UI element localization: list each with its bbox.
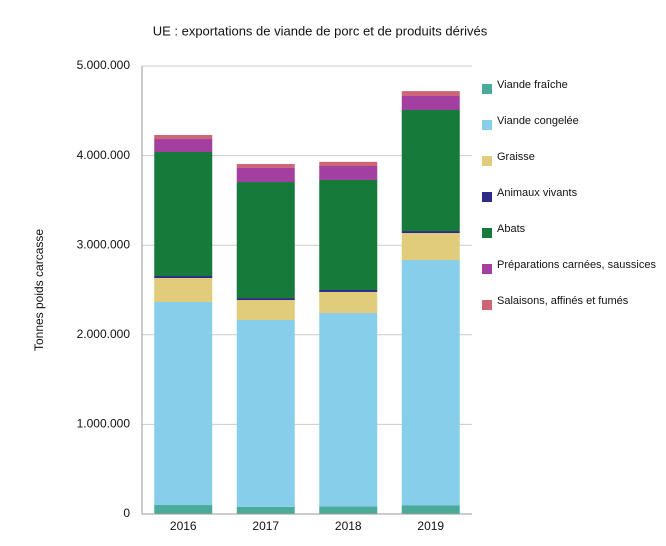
bar-segment: [401, 231, 460, 234]
bar-segment: [319, 290, 378, 292]
y-tick-label: 1.000.000: [77, 417, 131, 431]
y-tick-label: 3.000.000: [77, 237, 131, 251]
legend-label: Viande fraîche: [497, 79, 568, 91]
bar-segment: [401, 505, 460, 514]
bar-segment: [236, 164, 295, 168]
bar-segment: [401, 259, 460, 506]
bar-segment: [319, 161, 378, 166]
legend-swatch: [482, 156, 492, 166]
legend-label: Viande congelée: [497, 115, 579, 127]
bar-segment: [154, 302, 213, 506]
bar-segment: [401, 96, 460, 110]
bar-segment: [319, 179, 378, 290]
bar-segment: [154, 152, 213, 277]
legend-label: Animaux vivants: [497, 187, 578, 199]
bar-segment: [319, 313, 378, 507]
bar-segment: [319, 165, 378, 180]
bar-segment: [401, 109, 460, 232]
bar-segment: [154, 505, 213, 514]
chart-title: UE : exportations de viande de porc et d…: [153, 23, 488, 38]
x-tick-label: 2017: [252, 519, 279, 533]
y-tick-label: 5.000.000: [77, 58, 131, 72]
legend-swatch: [482, 228, 492, 238]
legend-swatch: [482, 84, 492, 94]
bar-segment: [236, 182, 295, 299]
bar-segment: [154, 277, 213, 303]
bar-segment: [401, 91, 460, 97]
bar-segment: [236, 300, 295, 321]
bar-segment: [154, 134, 213, 140]
bar-segment: [319, 291, 378, 314]
bar-segment: [319, 506, 378, 514]
bar-segment: [236, 298, 295, 301]
legend-swatch: [482, 300, 492, 310]
bar-segment: [154, 139, 213, 153]
legend-swatch: [482, 192, 492, 202]
legend-swatch: [482, 264, 492, 274]
x-tick-label: 2018: [335, 519, 362, 533]
bar-segment: [236, 167, 295, 183]
bar-segment: [401, 233, 460, 260]
legend-label: Graisse: [497, 151, 535, 163]
x-tick-label: 2019: [417, 519, 444, 533]
y-tick-label: 2.000.000: [77, 327, 131, 341]
bar-segment: [154, 276, 213, 278]
y-tick-label: 4.000.000: [77, 148, 131, 162]
bar-segment: [236, 320, 295, 507]
legend-label: Abats: [497, 223, 526, 235]
y-axis-label: Tonnes poids carcasse: [32, 229, 46, 351]
y-tick-label: 0: [123, 506, 130, 520]
legend-label: Salaisons, affinés et fumés: [497, 295, 629, 307]
legend-label: Préparations carnées, saussices: [497, 259, 656, 271]
x-tick-label: 2016: [170, 519, 197, 533]
bar-segment: [236, 506, 295, 514]
legend-swatch: [482, 120, 492, 130]
